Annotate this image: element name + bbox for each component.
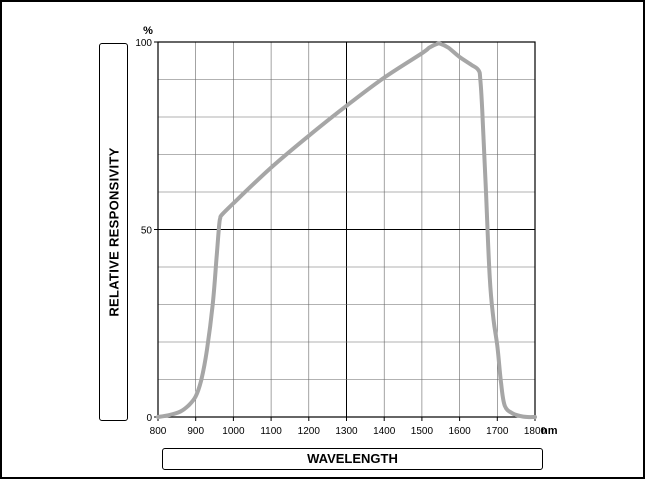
- x-tick-label: 800: [150, 426, 167, 437]
- x-axis-title-box: WAVELENGTH: [162, 448, 543, 470]
- x-tick-label: 1600: [448, 426, 471, 437]
- x-tick-label: 1800: [524, 426, 547, 437]
- y-tick-label: 100: [135, 38, 152, 49]
- x-axis-title: WAVELENGTH: [307, 451, 398, 466]
- y-unit-label: %: [143, 25, 153, 37]
- x-tick-label: 900: [187, 426, 204, 437]
- y-tick-label: 50: [141, 226, 153, 237]
- x-tick-label: 1200: [298, 426, 321, 437]
- x-tick-label: 1100: [260, 426, 282, 437]
- y-axis-title-box: RELATIVE RESPONSIVITY: [99, 43, 128, 421]
- x-tick-label: 1000: [222, 426, 245, 437]
- x-tick-label: 1500: [411, 426, 434, 437]
- x-unit-label: nm: [541, 425, 558, 437]
- x-tick-label: 1300: [335, 426, 358, 437]
- responsivity-curve: [156, 41, 537, 420]
- x-tick-label: 1400: [373, 426, 396, 437]
- y-tick-label: 0: [146, 413, 152, 424]
- x-tick-label: 1700: [486, 426, 509, 437]
